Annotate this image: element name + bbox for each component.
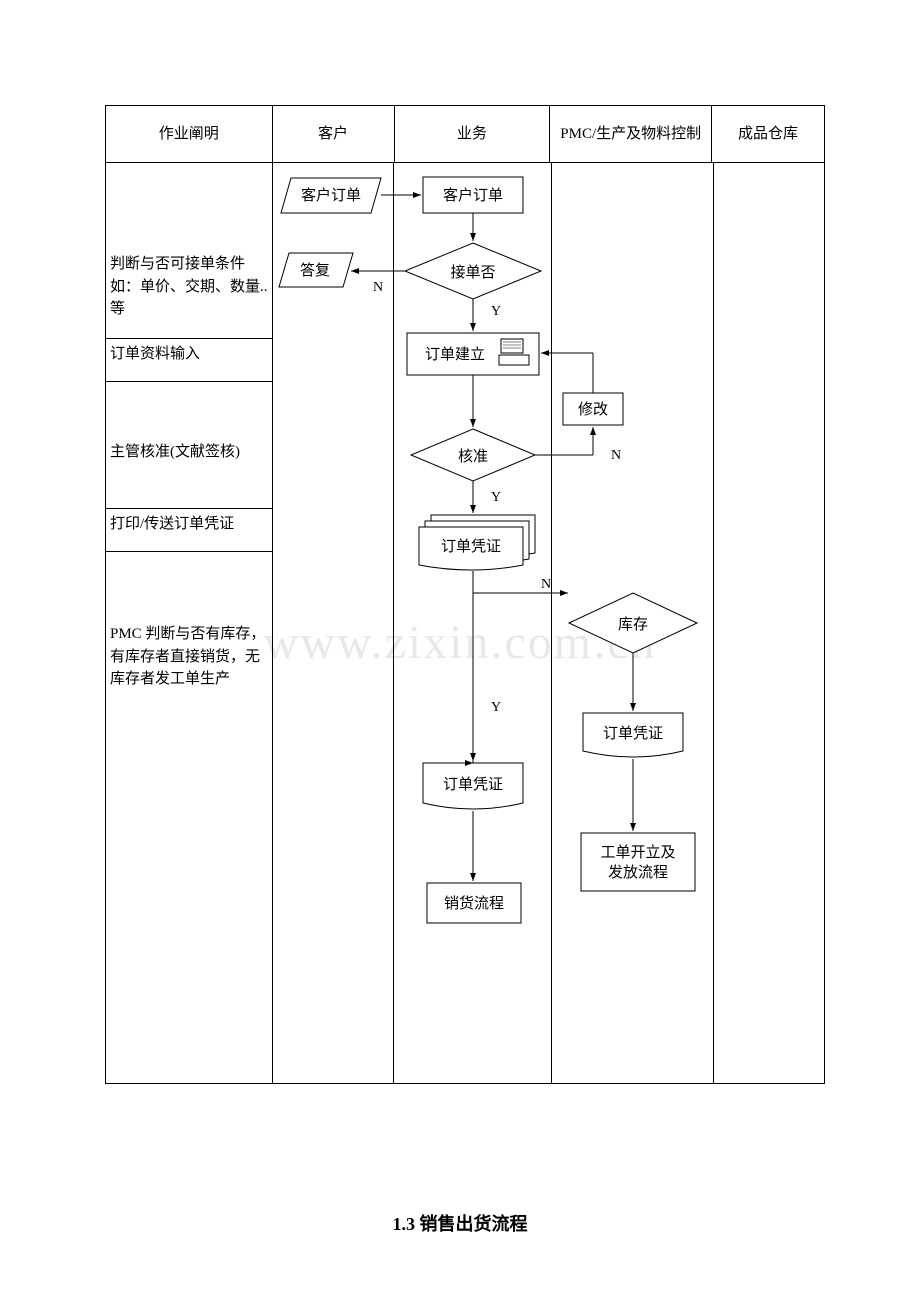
node-reply: 答复 bbox=[279, 253, 353, 287]
node-order-create: 订单建立 bbox=[407, 333, 539, 375]
header-row: 作业阐明 客户 业务 PMC/生产及物料控制 成品仓库 bbox=[106, 106, 825, 163]
node-customer-order: 客户订单 bbox=[423, 177, 523, 213]
divider-2 bbox=[106, 381, 272, 382]
node-approve-decision: 核准 bbox=[411, 429, 535, 481]
flow-lane: 客户订单 客户订单 接单否 bbox=[272, 163, 824, 1084]
swimlane-table: 作业阐明 客户 业务 PMC/生产及物料控制 成品仓库 判断与否可接单条件如：单… bbox=[105, 105, 825, 1084]
desc-pmc: PMC 判断与否有库存，有库存者直接销货，无库存者发工单生产 bbox=[110, 623, 268, 691]
node-order-voucher-stack: 订单凭证 bbox=[419, 515, 535, 570]
label-accept-n: N bbox=[373, 280, 383, 295]
divider-3 bbox=[106, 508, 272, 509]
label-approve-n: N bbox=[611, 448, 621, 463]
body-row: 判断与否可接单条件如：单价、交期、数量..等 订单资料输入 主管核准(文献签核)… bbox=[106, 163, 825, 1084]
svg-text:客户订单: 客户订单 bbox=[443, 187, 503, 204]
label-approve-y: Y bbox=[491, 490, 501, 505]
node-modify: 修改 bbox=[563, 393, 623, 425]
node-accept-decision: 接单否 bbox=[405, 243, 541, 299]
svg-text:工单开立及: 工单开立及 bbox=[600, 844, 675, 861]
divider-4 bbox=[106, 551, 272, 552]
page-caption: 1.3 销售出货流程 bbox=[0, 1210, 920, 1236]
svg-text:订单凭证: 订单凭证 bbox=[441, 538, 501, 555]
header-desc: 作业阐明 bbox=[106, 106, 273, 163]
flowchart-svg: 客户订单 客户订单 接单否 bbox=[273, 163, 823, 1083]
divider-1 bbox=[106, 338, 272, 339]
node-sales-flow: 销货流程 bbox=[427, 883, 521, 923]
desc-input: 订单资料输入 bbox=[110, 343, 268, 366]
node-customer-order-src: 客户订单 bbox=[281, 178, 381, 213]
desc-print: 打印/传送订单凭证 bbox=[110, 513, 268, 536]
node-inventory-decision: 库存 bbox=[569, 593, 697, 653]
svg-text:订单凭证: 订单凭证 bbox=[603, 725, 663, 742]
svg-text:核准: 核准 bbox=[458, 448, 488, 465]
svg-text:销货流程: 销货流程 bbox=[444, 895, 504, 912]
desc-approve: 主管核准(文献签核) bbox=[110, 441, 268, 464]
svg-text:客户订单: 客户订单 bbox=[301, 187, 361, 204]
svg-text:发放流程: 发放流程 bbox=[608, 864, 668, 881]
desc-lane: 判断与否可接单条件如：单价、交期、数量..等 订单资料输入 主管核准(文献签核)… bbox=[106, 163, 273, 1084]
node-order-voucher-biz: 订单凭证 bbox=[423, 763, 523, 809]
header-business: 业务 bbox=[394, 106, 550, 163]
svg-text:答复: 答复 bbox=[300, 261, 330, 279]
svg-text:库存: 库存 bbox=[618, 616, 648, 633]
node-order-voucher-pmc: 订单凭证 bbox=[583, 713, 683, 757]
label-inv-n: N bbox=[541, 577, 551, 592]
svg-text:订单凭证: 订单凭证 bbox=[443, 776, 503, 793]
label-inv-y: Y bbox=[491, 700, 501, 715]
svg-text:接单否: 接单否 bbox=[450, 264, 495, 281]
label-accept-y: Y bbox=[491, 304, 501, 319]
svg-text:订单建立: 订单建立 bbox=[425, 346, 485, 363]
header-warehouse: 成品仓库 bbox=[712, 106, 825, 163]
header-customer: 客户 bbox=[272, 106, 394, 163]
header-pmc: PMC/生产及物料控制 bbox=[550, 106, 712, 163]
svg-text:修改: 修改 bbox=[578, 401, 608, 418]
desc-accept: 判断与否可接单条件如：单价、交期、数量..等 bbox=[110, 253, 268, 321]
node-work-order: 工单开立及 发放流程 bbox=[581, 833, 695, 891]
